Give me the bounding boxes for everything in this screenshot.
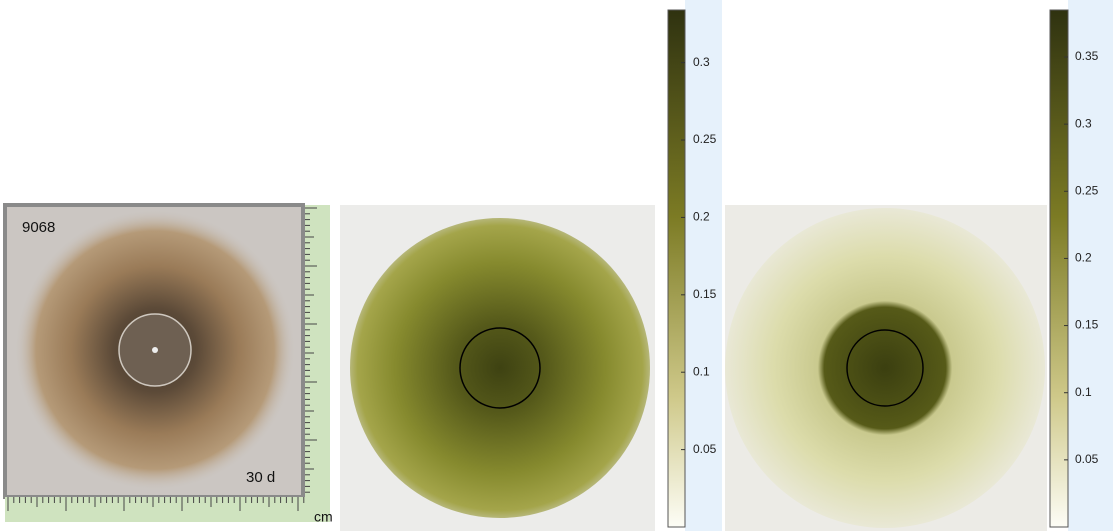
colorbar-tick-label: 0.15 bbox=[1075, 318, 1099, 332]
colorbar-tick-label: 0.25 bbox=[1075, 183, 1099, 197]
colorbar-tick-label: 0.1 bbox=[693, 364, 710, 378]
colorbar-tick-label: 0.2 bbox=[693, 210, 710, 224]
sim-disc bbox=[725, 208, 1045, 528]
colorbar-tick-label: 0.25 bbox=[693, 132, 717, 146]
unit-label: cm bbox=[314, 509, 333, 525]
colorbar-tick-label: 0.05 bbox=[1075, 452, 1099, 466]
figure: 9068 30 d cm 0.05 0.1 0.15 0.2 0.25 0.3 0.05 0.… bbox=[0, 0, 1113, 531]
colorbar-tick-label: 0.1 bbox=[1075, 385, 1092, 399]
colorbar-tick-label: 0.05 bbox=[693, 442, 717, 456]
sample-label: 9068 bbox=[22, 219, 55, 236]
plug-center bbox=[152, 347, 158, 353]
colorbar bbox=[1050, 10, 1068, 527]
colorbar-tick-label: 0.35 bbox=[1075, 49, 1099, 63]
colorbar-tick-label: 0.15 bbox=[693, 287, 717, 301]
sim-disc bbox=[350, 218, 650, 518]
ruler-bottom bbox=[5, 497, 330, 522]
colorbar-tick-label: 0.2 bbox=[1075, 251, 1092, 265]
colorbar-tick-label: 0.3 bbox=[1075, 116, 1092, 130]
colorbar-tick-label: 0.3 bbox=[693, 55, 710, 69]
time-label: 30 d bbox=[246, 469, 275, 486]
